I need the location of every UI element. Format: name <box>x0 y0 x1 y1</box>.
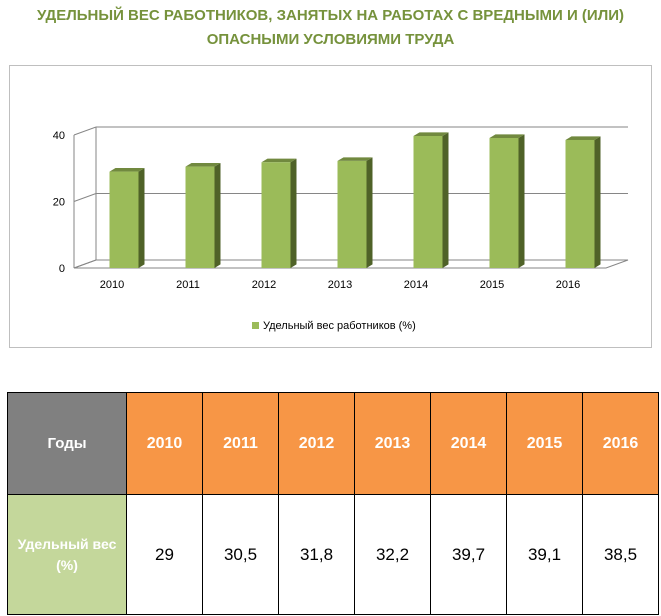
chart-title: УДЕЛЬНЫЙ ВЕС РАБОТНИКОВ, ЗАНЯТЫХ НА РАБО… <box>0 4 661 52</box>
header-year-cell: 2016 <box>582 392 659 495</box>
value-cell: 39,7 <box>430 494 507 615</box>
bar <box>413 135 443 268</box>
x-tick-label: 2014 <box>404 279 428 291</box>
header-year-cell: 2011 <box>202 392 279 495</box>
value-cell: 39,1 <box>506 494 583 615</box>
bar-top <box>109 167 145 172</box>
y-tick-label: 40 <box>53 130 65 142</box>
bar-side <box>138 167 145 268</box>
x-tick-label: 2016 <box>556 279 580 291</box>
bar <box>565 139 595 268</box>
bar-side <box>518 134 525 268</box>
value-cell: 38,5 <box>582 494 659 615</box>
header-year-cell: 2015 <box>506 392 583 495</box>
header-year-cell: 2014 <box>430 392 507 495</box>
bar <box>337 160 367 268</box>
bar-top <box>413 132 449 136</box>
gridline-side <box>73 193 97 202</box>
bar-side <box>290 158 297 268</box>
gridline-side <box>73 126 97 136</box>
bar-side <box>214 162 221 268</box>
header-year-cell: 2013 <box>354 392 431 495</box>
bar <box>489 137 519 268</box>
table-header-row: Годы 2010 2011 2012 2013 2014 2015 2016 <box>7 392 659 495</box>
bar-top <box>261 158 297 163</box>
bar-side <box>594 136 601 268</box>
x-tick-label: 2013 <box>328 279 352 291</box>
row-label-cell: Удельный вес (%) <box>7 494 127 615</box>
bar-top <box>337 157 373 161</box>
x-tick-label: 2015 <box>480 279 504 291</box>
legend-label: Удельный вес работников (%) <box>263 320 416 332</box>
legend-swatch <box>252 322 259 329</box>
data-table: Годы 2010 2011 2012 2013 2014 2015 2016 … <box>7 392 659 615</box>
bar <box>109 171 139 268</box>
x-tick-label: 2011 <box>176 279 200 291</box>
chart-title-line-1: УДЕЛЬНЫЙ ВЕС РАБОТНИКОВ, ЗАНЯТЫХ НА РАБО… <box>36 7 624 24</box>
value-cell: 32,2 <box>354 494 431 615</box>
value-cell: 29 <box>126 494 203 615</box>
value-cell: 31,8 <box>278 494 355 615</box>
bar-side <box>442 132 449 268</box>
x-tick-label: 2012 <box>252 279 276 291</box>
y-tick-label: 0 <box>59 263 65 275</box>
chart-title-line-2: ОПАСНЫМИ УСЛОВИЯМИ ТРУДА <box>206 31 455 48</box>
header-label-cell: Годы <box>7 392 127 495</box>
y-tick-label: 20 <box>53 197 65 209</box>
bar <box>185 166 215 268</box>
table-value-row: Удельный вес (%) 29 30,5 31,8 32,2 39,7 … <box>7 494 659 615</box>
bar-top <box>565 136 601 140</box>
bar-top <box>185 162 221 167</box>
bar-chart: 0 20 40 2010 2011 2012 2013 2014 2015 2016 Удельны… <box>53 126 629 332</box>
x-tick-label: 2010 <box>100 279 124 291</box>
header-year-cell: 2010 <box>126 392 203 495</box>
bar <box>261 162 291 268</box>
value-cell: 30,5 <box>202 494 279 615</box>
chart-area: 0 20 40 2010 2011 2012 2013 2014 2015 2016 Удельны… <box>9 65 652 348</box>
bar-top <box>489 134 525 138</box>
bar-side <box>366 157 373 268</box>
header-year-cell: 2012 <box>278 392 355 495</box>
